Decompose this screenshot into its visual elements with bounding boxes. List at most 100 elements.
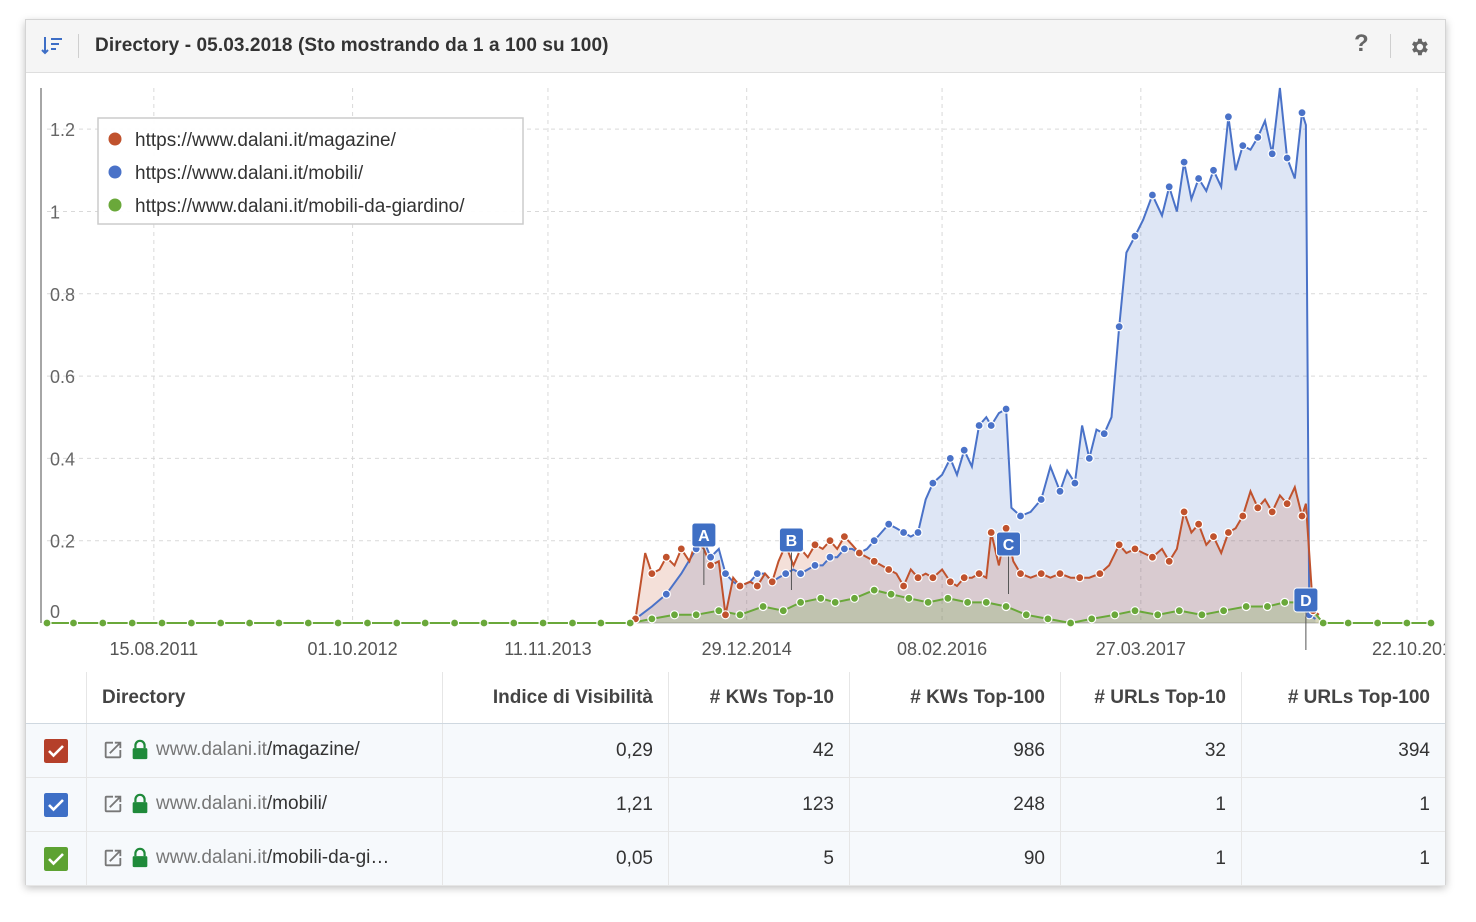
data-point[interactable] — [1114, 540, 1124, 550]
kws-top100-cell[interactable]: 248 — [849, 777, 1061, 832]
data-point[interactable] — [1262, 601, 1273, 612]
column-header-urls-top100[interactable]: # URLs Top-100 — [1241, 672, 1445, 724]
gear-icon[interactable] — [1408, 36, 1430, 58]
data-point[interactable] — [1223, 112, 1234, 122]
kws-top100-cell[interactable]: 986 — [849, 723, 1061, 778]
data-point[interactable] — [596, 618, 606, 628]
data-point[interactable] — [1253, 132, 1263, 143]
urls-top100-cell[interactable]: 1 — [1241, 777, 1445, 832]
data-point[interactable] — [705, 552, 716, 562]
data-point[interactable] — [691, 610, 701, 620]
data-point[interactable] — [538, 618, 548, 628]
data-point[interactable] — [1015, 569, 1026, 579]
data-point[interactable] — [1318, 618, 1328, 628]
data-point[interactable] — [1110, 610, 1120, 620]
data-point[interactable] — [1372, 618, 1383, 628]
data-point[interactable] — [362, 618, 373, 628]
data-point[interactable] — [186, 618, 196, 628]
legend-entry[interactable]: https://www.dalani.it/mobili-da-giardino… — [135, 196, 465, 217]
data-point[interactable] — [1208, 165, 1219, 175]
directory-domain[interactable]: www.dalani.it — [156, 793, 267, 815]
data-point[interactable] — [479, 618, 489, 628]
data-point[interactable] — [1055, 569, 1065, 579]
data-point[interactable] — [767, 577, 777, 587]
data-point[interactable] — [735, 610, 745, 620]
data-point[interactable] — [913, 527, 923, 538]
data-point[interactable] — [1147, 552, 1158, 562]
data-point[interactable] — [1208, 532, 1219, 542]
data-point[interactable] — [1179, 157, 1189, 167]
data-point[interactable] — [959, 445, 969, 455]
annotation-marker[interactable] — [1293, 587, 1319, 613]
data-point[interactable] — [625, 618, 635, 628]
kws-top100-cell[interactable]: 90 — [849, 831, 1061, 886]
data-point[interactable] — [1130, 231, 1140, 241]
data-point[interactable] — [913, 573, 923, 583]
data-point[interactable] — [303, 618, 313, 628]
data-point[interactable] — [661, 589, 671, 599]
data-point[interactable] — [928, 573, 938, 583]
data-point[interactable] — [245, 618, 255, 628]
data-point[interactable] — [839, 544, 850, 554]
data-point[interactable] — [945, 453, 955, 463]
data-point[interactable] — [1282, 499, 1292, 509]
data-point[interactable] — [1130, 544, 1140, 554]
data-point[interactable] — [869, 536, 879, 546]
data-point[interactable] — [1036, 569, 1046, 579]
data-point[interactable] — [795, 597, 806, 608]
data-point[interactable] — [981, 597, 991, 608]
data-point[interactable] — [795, 569, 806, 579]
data-point[interactable] — [986, 420, 996, 431]
data-point[interactable] — [986, 527, 996, 538]
data-point[interactable] — [1070, 478, 1080, 488]
directory-path[interactable]: /mobili-da-gi… — [266, 847, 390, 869]
data-point[interactable] — [1099, 429, 1109, 439]
data-point[interactable] — [1193, 519, 1204, 529]
data-point[interactable] — [1114, 322, 1124, 332]
data-point[interactable] — [962, 597, 973, 608]
legend-entry[interactable]: https://www.dalani.it/mobili/ — [135, 163, 364, 184]
row-checkbox[interactable] — [44, 846, 68, 871]
data-point[interactable] — [392, 618, 402, 628]
data-point[interactable] — [127, 618, 137, 628]
data-point[interactable] — [450, 618, 460, 628]
external-link-icon[interactable] — [102, 793, 124, 815]
data-point[interactable] — [1267, 507, 1277, 517]
data-point[interactable] — [1065, 618, 1076, 628]
external-link-icon[interactable] — [102, 847, 124, 869]
data-point[interactable] — [849, 593, 860, 603]
data-point[interactable] — [923, 597, 933, 608]
legend-marker[interactable] — [108, 165, 122, 179]
data-point[interactable] — [714, 606, 724, 616]
data-point[interactable] — [333, 618, 343, 628]
urls-top10-cell[interactable]: 32 — [1060, 723, 1242, 778]
data-point[interactable] — [1174, 606, 1184, 616]
data-point[interactable] — [884, 519, 894, 529]
data-point[interactable] — [669, 610, 680, 620]
data-point[interactable] — [1075, 573, 1085, 583]
column-header-urls-top10[interactable]: # URLs Top-10 — [1060, 672, 1242, 724]
column-header-kws-top100[interactable]: # KWs Top-100 — [849, 672, 1061, 724]
data-point[interactable] — [1241, 601, 1251, 612]
data-point[interactable] — [98, 618, 108, 628]
data-point[interactable] — [886, 589, 896, 599]
data-point[interactable] — [1164, 182, 1174, 192]
data-point[interactable] — [1001, 601, 1011, 612]
data-point[interactable] — [1297, 108, 1307, 118]
data-point[interactable] — [509, 618, 519, 628]
data-point[interactable] — [274, 618, 284, 628]
help-icon[interactable]: ? — [1354, 30, 1369, 57]
data-point[interactable] — [1147, 190, 1158, 200]
data-point[interactable] — [758, 601, 768, 612]
data-point[interactable] — [854, 548, 864, 558]
data-point[interactable] — [825, 552, 835, 562]
directory-domain[interactable]: www.dalani.it — [156, 739, 267, 761]
data-point[interactable] — [778, 606, 788, 616]
sort-descending-icon[interactable] — [40, 34, 64, 58]
data-point[interactable] — [869, 556, 879, 566]
data-point[interactable] — [1280, 597, 1290, 608]
data-point[interactable] — [816, 593, 826, 603]
external-link-icon[interactable] — [102, 739, 124, 761]
data-point[interactable] — [752, 581, 762, 591]
data-point[interactable] — [959, 573, 969, 583]
